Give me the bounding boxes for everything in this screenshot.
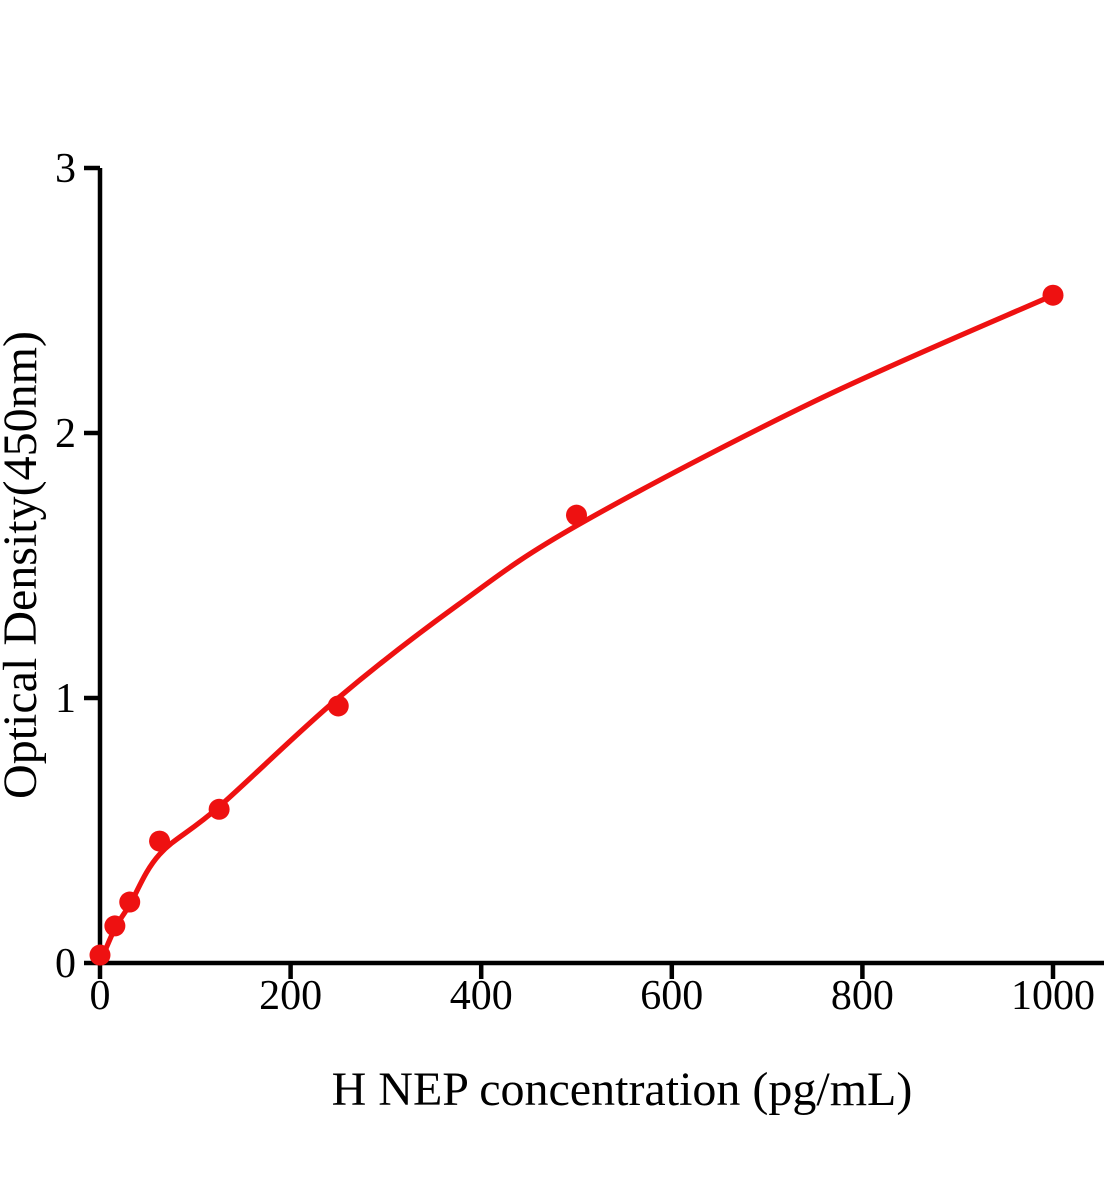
y-axis-title: Optical Density(450nm) [0,331,47,799]
series-layer [89,284,1064,966]
x-tick-label: 200 [259,973,322,1019]
x-tick-label: 400 [450,973,513,1019]
y-tick-label: 1 [55,676,76,722]
data-point [119,891,141,913]
data-point [566,504,587,526]
axes-layer [97,168,1104,966]
data-point [89,944,111,966]
fitted-curve [97,292,1056,966]
x-tick-label: 0 [90,973,111,1019]
y-tick-label: 2 [55,411,76,457]
data-point [208,798,230,820]
data-point [327,695,349,717]
x-tick-label: 1000 [1011,973,1095,1019]
data-point [1042,284,1064,306]
y-tick-label: 3 [55,146,76,192]
y-tick-label: 0 [55,941,76,987]
data-point [149,830,171,852]
x-tick-label: 600 [640,973,703,1019]
x-axis-title: H NEP concentration (pg/mL) [332,1063,913,1116]
x-tick-label: 800 [831,973,894,1019]
tick-label-layer: 0 200 400 600 800 1000 0 1 2 3 [55,146,1095,1019]
tick-layer [84,165,1056,979]
data-point [104,915,126,937]
